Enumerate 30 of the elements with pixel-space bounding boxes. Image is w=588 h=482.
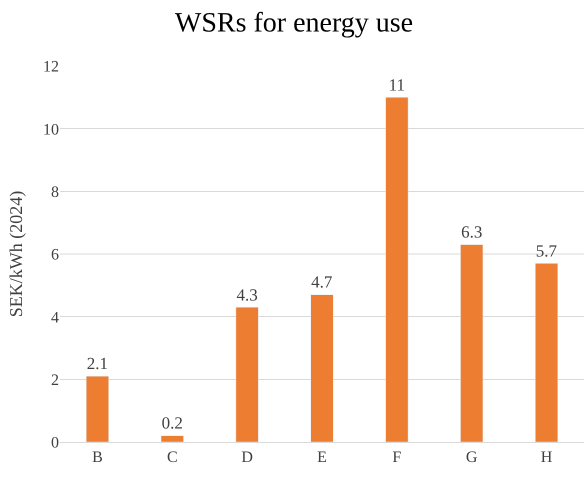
y-tick-label: 10 [43, 121, 59, 138]
data-label: 6.3 [461, 222, 482, 242]
bar [460, 244, 484, 442]
y-tick-label: 8 [51, 184, 59, 201]
bar [310, 294, 334, 442]
x-tick-label: B [92, 449, 103, 466]
y-tick-label: 0 [51, 434, 59, 452]
bar [535, 263, 558, 442]
x-tick-label: E [317, 449, 327, 466]
bar [236, 307, 259, 442]
data-label: 5.7 [536, 241, 558, 260]
chart-title: WSRs for energy use [174, 8, 414, 39]
x-tick-label: C [166, 449, 178, 466]
x-tick-label: D [241, 449, 253, 466]
bar [160, 435, 184, 442]
y-tick-label: 12 [43, 58, 59, 76]
x-tick-label: H [540, 449, 553, 466]
data-label: 4.3 [236, 285, 258, 304]
y-tick-label: 2 [51, 372, 59, 389]
bar [86, 376, 109, 442]
data-label: 11 [388, 75, 406, 94]
y-axis-title: SEK/kWh (2024) [6, 190, 26, 318]
data-label: 0.2 [162, 414, 183, 433]
x-tick-label: G [466, 449, 478, 466]
y-tick-label: 6 [51, 246, 59, 264]
data-label: 2.1 [86, 354, 108, 374]
y-tick-label: 4 [51, 309, 59, 326]
bar [385, 97, 408, 442]
data-label: 4.7 [311, 272, 333, 292]
x-tick-label: F [392, 449, 402, 466]
